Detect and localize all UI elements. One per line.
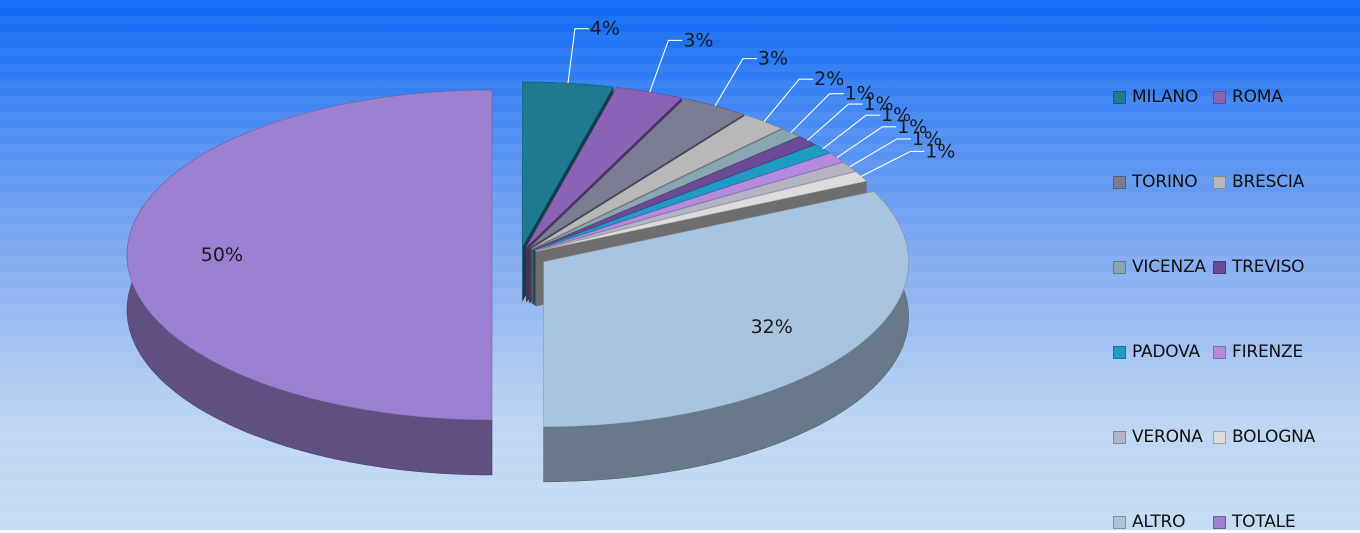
legend-swatch <box>1113 430 1126 444</box>
data-label: 50% <box>201 244 243 266</box>
leader-line <box>849 138 911 168</box>
legend-label: TREVISO <box>1232 257 1305 277</box>
data-label: 1% <box>845 83 875 105</box>
legend-item-brescia[interactable]: BRESCIA <box>1213 171 1304 193</box>
legend-item-altro[interactable]: ALTRO <box>1113 511 1186 533</box>
legend-label: TORINO <box>1132 172 1198 192</box>
legend-label: VERONA <box>1132 427 1203 447</box>
legend-swatch <box>1213 430 1226 444</box>
data-label: 1% <box>863 93 893 115</box>
legend-swatch <box>1213 345 1226 359</box>
pie-slice-verona[interactable] <box>535 162 856 252</box>
data-label: 3% <box>683 29 713 51</box>
pie-slice-totale[interactable] <box>126 89 493 421</box>
leader-lines <box>567 28 925 177</box>
legend-item-padova[interactable]: PADOVA <box>1113 341 1200 363</box>
data-label: 4% <box>590 18 620 40</box>
leader-line <box>763 78 814 122</box>
legend-item-totale[interactable]: TOTALE <box>1213 511 1296 533</box>
leader-line <box>806 103 863 141</box>
legend-label: TOTALE <box>1232 512 1296 532</box>
legend-label: FIRENZE <box>1232 342 1304 362</box>
legend-item-torino[interactable]: TORINO <box>1113 171 1198 193</box>
legend-item-firenze[interactable]: FIRENZE <box>1213 341 1303 363</box>
data-label: 1% <box>881 104 911 126</box>
legend-label: ROMA <box>1232 87 1283 107</box>
pie-slice-torino[interactable] <box>528 98 745 249</box>
data-label: 2% <box>814 68 844 90</box>
data-labels: 4%3%3%2%1%1%1%1%1%1%32%50% <box>201 18 956 339</box>
pie-slice-treviso[interactable] <box>533 136 816 250</box>
legend-label: BRESCIA <box>1232 172 1305 192</box>
data-label: 3% <box>758 48 788 70</box>
leader-line <box>861 150 925 177</box>
pie-slice-milano[interactable] <box>521 81 614 249</box>
leader-line <box>714 58 757 107</box>
legend-item-milano[interactable]: MILANO <box>1113 86 1198 108</box>
legend-swatch <box>1213 260 1226 274</box>
leader-line <box>822 114 881 150</box>
legend-item-roma[interactable]: ROMA <box>1213 86 1283 108</box>
legend-label: BOLOGNA <box>1232 427 1316 447</box>
data-label: 1% <box>925 140 955 162</box>
legend-swatch <box>1213 90 1226 104</box>
legend-item-vicenza[interactable]: VICENZA <box>1113 256 1206 278</box>
legend-swatch <box>1213 175 1226 189</box>
legend-label: ALTRO <box>1132 512 1186 532</box>
leader-line <box>649 39 683 93</box>
legend-swatch <box>1213 515 1226 529</box>
legend-label: MILANO <box>1132 87 1199 107</box>
legend-swatch <box>1113 260 1126 274</box>
pie-slice-altro[interactable] <box>543 191 909 428</box>
data-label: 1% <box>912 128 942 150</box>
legend-item-verona[interactable]: VERONA <box>1113 426 1203 448</box>
leader-line <box>836 126 897 159</box>
legend-label: VICENZA <box>1132 257 1206 277</box>
legend-label: PADOVA <box>1132 342 1200 362</box>
legend-swatch <box>1113 515 1126 529</box>
leader-line <box>790 93 844 133</box>
data-label: 32% <box>751 316 793 338</box>
leader-line <box>567 28 589 84</box>
legend-item-treviso[interactable]: TREVISO <box>1213 256 1305 278</box>
legend-swatch <box>1113 90 1126 104</box>
legend-item-bologna[interactable]: BOLOGNA <box>1213 426 1315 448</box>
legend-swatch <box>1113 345 1126 359</box>
pie-slices <box>126 81 909 483</box>
data-label: 1% <box>897 116 927 138</box>
pie-slice-bologna[interactable] <box>535 171 867 252</box>
legend-swatch <box>1113 175 1126 189</box>
